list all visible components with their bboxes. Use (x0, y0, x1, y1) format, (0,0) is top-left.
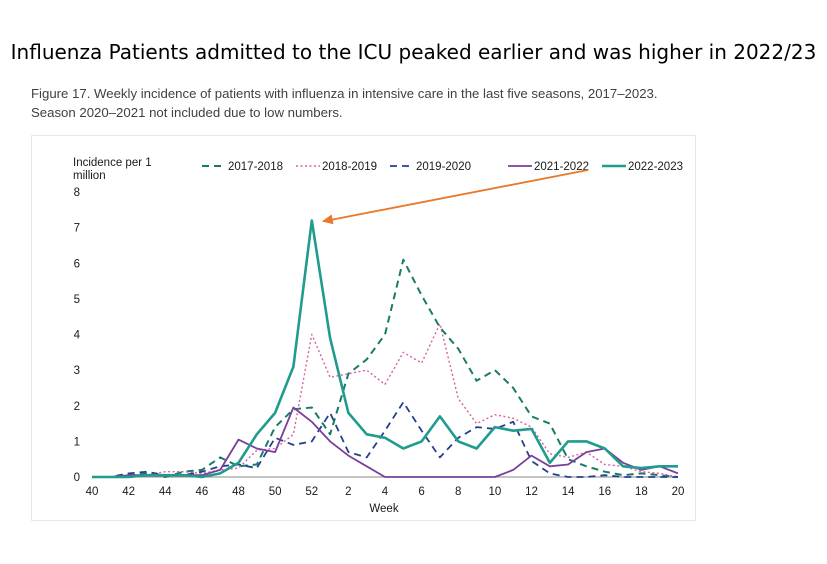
x-tick-label: 4 (382, 486, 389, 498)
x-tick-label: 2 (345, 486, 351, 498)
y-tick-label: 6 (74, 258, 80, 270)
y-tick-label: 7 (74, 223, 80, 235)
x-tick-label: 20 (672, 486, 685, 498)
x-tick-label: 6 (418, 486, 424, 498)
x-tick-label: 18 (635, 486, 648, 498)
x-tick-label: 10 (488, 486, 501, 498)
x-tick-label: 8 (455, 486, 461, 498)
legend-label: 2019-2020 (416, 161, 471, 173)
y-tick-label: 1 (74, 436, 80, 448)
x-tick-label: 16 (598, 486, 611, 498)
legend-label: 2017-2018 (228, 161, 283, 173)
x-tick-label: 50 (269, 486, 282, 498)
legend-label: 2018-2019 (322, 161, 377, 173)
y-tick-label: 2 (74, 401, 80, 413)
y-tick-label: 8 (74, 187, 80, 199)
y-axis-label: Incidence per 1 (73, 157, 152, 169)
annotation-arrow-head (321, 214, 334, 225)
chart-frame: 0 1 2 3 4 5 6 7 8 Incidence per 1 million 40 42 44 46 4… (31, 135, 696, 521)
series-line-2022-2023 (92, 219, 678, 479)
y-tick-label: 5 (74, 294, 80, 306)
y-tick-label: 4 (74, 330, 81, 342)
legend-label: 2021-2022 (534, 161, 589, 173)
x-tick-label: 42 (122, 486, 135, 498)
x-tick-label: 14 (562, 486, 575, 498)
figure-caption: Figure 17. Weekly incidence of patients … (31, 86, 658, 120)
series-line-2017-2018 (92, 258, 679, 478)
series-line-2019-2020 (92, 401, 678, 478)
annotation-arrow (327, 169, 589, 222)
series-line-2018-2019 (92, 323, 679, 478)
headline: Influenza Patients admitted to the ICU p… (10, 40, 817, 64)
x-tick-label: 48 (232, 486, 245, 498)
x-tick-label: 46 (195, 486, 208, 498)
x-tick-label: 40 (86, 486, 99, 498)
x-tick-label: 12 (525, 486, 538, 498)
x-tick-label: 52 (305, 486, 318, 498)
x-axis-label: Week (369, 503, 398, 515)
y-tick-label: 0 (74, 472, 80, 484)
y-tick-label: 3 (74, 365, 80, 377)
legend-label: 2022-2023 (628, 161, 683, 173)
y-axis-label: million (73, 170, 106, 182)
x-tick-label: 44 (159, 486, 172, 498)
